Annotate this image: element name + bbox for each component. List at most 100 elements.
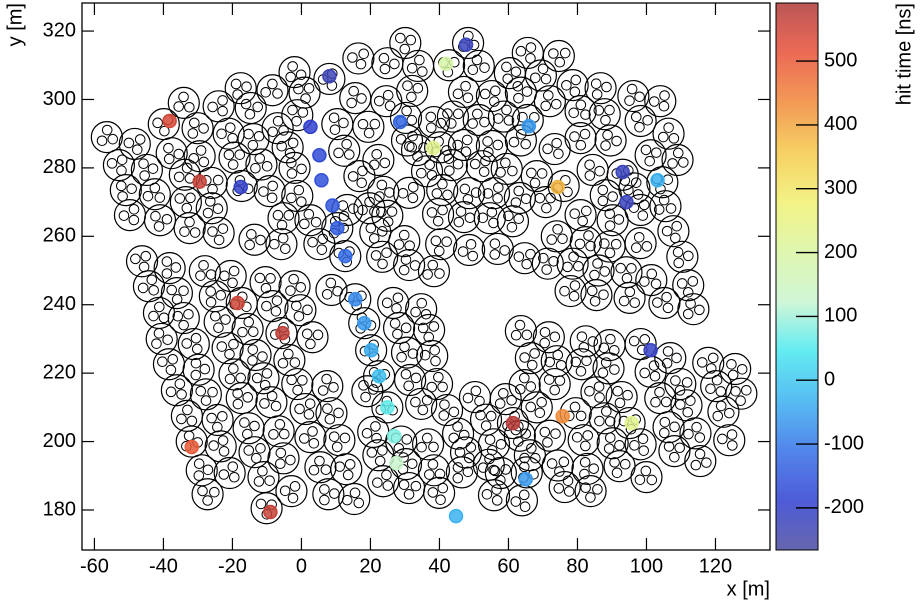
station-pmt [701, 457, 712, 468]
station-pmt [159, 125, 170, 137]
station-pmt [683, 428, 694, 440]
hit [162, 113, 177, 129]
station [542, 39, 575, 73]
station [504, 124, 537, 157]
station-pmt [427, 259, 439, 271]
station-pmt [685, 298, 696, 309]
station [594, 124, 627, 157]
station [102, 149, 136, 182]
y-axis-label: y [m] [4, 3, 26, 46]
station-pmt [439, 399, 450, 410]
station-pmt [682, 406, 694, 418]
station-pmt [386, 206, 398, 217]
station [700, 370, 733, 403]
station-pmt [396, 351, 407, 363]
station-pmt [369, 159, 380, 171]
station-pmt [609, 364, 620, 375]
station-pmt [549, 384, 561, 396]
station-pmt [319, 494, 330, 506]
station [447, 75, 481, 109]
station-pmt [247, 344, 259, 355]
station-pmt [452, 472, 464, 484]
station-pmt [591, 89, 603, 100]
station-pmt [438, 410, 450, 421]
station-pmt [579, 128, 591, 140]
station [160, 374, 193, 407]
station [477, 479, 511, 512]
station-pmt [593, 105, 605, 116]
station-pmt [569, 280, 581, 291]
station-pmt [240, 98, 252, 110]
station-pmt [414, 54, 425, 66]
station-pmt [406, 141, 418, 153]
station [160, 276, 193, 310]
station-pmt [228, 265, 240, 277]
station-pmt [417, 322, 429, 334]
station-pmt [328, 112, 340, 124]
station-pmt [592, 484, 603, 495]
station-pmt [585, 492, 596, 503]
station-pmt [342, 469, 354, 481]
station-pmt [334, 461, 346, 472]
station-pmt [444, 165, 455, 176]
y-tick-label: 300 [43, 88, 76, 110]
station-pmt [154, 192, 166, 203]
station-pmt [101, 124, 113, 136]
station [225, 169, 258, 203]
station [175, 425, 208, 458]
station-pmt [255, 498, 267, 510]
station-pmt [369, 118, 381, 130]
station-pmt [142, 190, 154, 202]
station-pmt [646, 268, 658, 280]
station-pmt [398, 264, 410, 276]
station [294, 204, 327, 237]
station-pmt [235, 372, 246, 384]
colorbar-tick-label: 100 [824, 305, 857, 327]
station [188, 255, 221, 288]
station-pmt [623, 184, 634, 196]
station [565, 348, 598, 381]
station-pmt [500, 157, 511, 169]
station-pmt [506, 394, 517, 406]
station-pmt [116, 154, 128, 166]
station-pmt [513, 251, 525, 262]
station-pmt [191, 343, 203, 355]
station-pmt [520, 193, 532, 205]
station [413, 313, 446, 347]
station-pmt [372, 477, 383, 488]
station-pmt [243, 316, 255, 328]
station-pmt [370, 250, 382, 261]
station-pmt [501, 104, 512, 116]
station-pmt [691, 421, 702, 433]
station [503, 181, 536, 215]
station [417, 105, 451, 139]
station-pmt [452, 108, 464, 120]
station-pmt [260, 87, 271, 98]
station-pmt [198, 156, 210, 168]
station-pmt [579, 456, 591, 468]
station [231, 312, 264, 346]
station [315, 397, 348, 430]
station-pmt [515, 45, 527, 57]
station-pmt [587, 336, 599, 347]
station-pmt [454, 446, 466, 458]
station-pmt [261, 300, 272, 312]
station-pmt [634, 91, 645, 103]
station-pmt [603, 443, 615, 454]
x-tick-label: 100 [630, 555, 663, 577]
station [389, 26, 422, 60]
station-pmt [604, 247, 616, 259]
station-pmt [381, 247, 392, 259]
station-pmt [430, 355, 441, 367]
station-pmt [712, 410, 724, 422]
station-pmt [736, 363, 748, 375]
station-pmt [382, 480, 394, 491]
station [435, 149, 468, 182]
x-tick-label: -60 [80, 555, 109, 577]
station [267, 442, 300, 475]
hit [650, 172, 665, 188]
station-pmt [197, 485, 208, 497]
station-pmt [690, 459, 702, 471]
station-pmt [726, 359, 737, 370]
station [211, 332, 244, 365]
